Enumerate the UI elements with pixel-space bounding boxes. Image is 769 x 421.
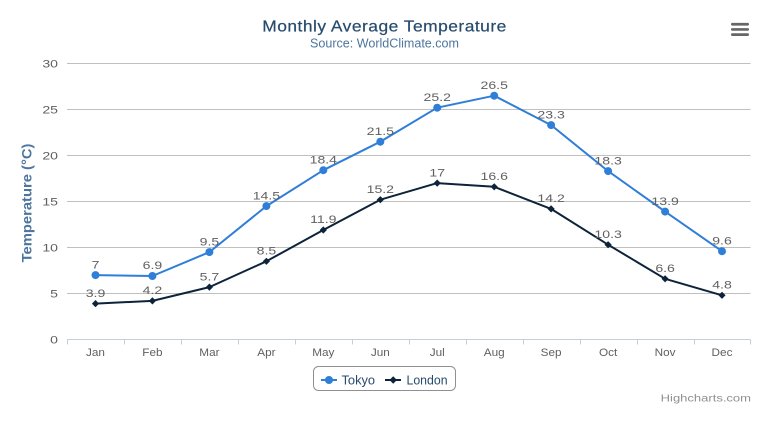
svg-text:Nov: Nov xyxy=(655,347,676,359)
svg-text:16.6: 16.6 xyxy=(481,170,508,182)
svg-text:25.2: 25.2 xyxy=(424,91,451,103)
svg-text:14.5: 14.5 xyxy=(253,190,280,202)
svg-text:26.5: 26.5 xyxy=(481,79,508,91)
svg-text:Sep: Sep xyxy=(541,347,562,359)
svg-text:9.5: 9.5 xyxy=(200,236,220,248)
svg-text:5.7: 5.7 xyxy=(200,271,220,283)
svg-text:Mar: Mar xyxy=(199,347,219,359)
svg-text:7: 7 xyxy=(92,259,100,271)
svg-text:15.2: 15.2 xyxy=(367,183,394,195)
svg-text:13.9: 13.9 xyxy=(651,195,678,207)
svg-text:17: 17 xyxy=(429,167,445,179)
svg-text:6.9: 6.9 xyxy=(143,260,163,272)
svg-text:0: 0 xyxy=(50,334,58,346)
svg-text:Aug: Aug xyxy=(484,347,505,359)
svg-text:4.8: 4.8 xyxy=(712,279,732,291)
svg-text:6.6: 6.6 xyxy=(655,262,675,274)
svg-text:30: 30 xyxy=(42,58,58,70)
svg-text:Jan: Jan xyxy=(86,347,105,359)
svg-text:Temperature (°C): Temperature (°C) xyxy=(19,144,34,263)
svg-text:Source: WorldClimate.com: Source: WorldClimate.com xyxy=(310,35,459,50)
svg-text:Oct: Oct xyxy=(599,347,618,359)
svg-text:10.3: 10.3 xyxy=(594,228,621,240)
svg-text:May: May xyxy=(312,347,334,359)
svg-text:London: London xyxy=(407,373,448,387)
svg-text:Apr: Apr xyxy=(257,347,275,359)
svg-text:18.3: 18.3 xyxy=(594,155,621,167)
svg-text:23.3: 23.3 xyxy=(537,109,564,121)
svg-text:11.9: 11.9 xyxy=(310,214,336,226)
svg-text:Jun: Jun xyxy=(371,347,390,359)
svg-text:Tokyo: Tokyo xyxy=(342,374,376,388)
svg-text:21.5: 21.5 xyxy=(367,125,394,137)
svg-text:18.4: 18.4 xyxy=(310,154,337,166)
svg-text:15: 15 xyxy=(42,196,58,208)
svg-text:Feb: Feb xyxy=(142,347,162,359)
svg-text:Highcharts.com: Highcharts.com xyxy=(661,392,752,404)
svg-text:20: 20 xyxy=(42,150,58,162)
svg-text:Jul: Jul xyxy=(430,347,445,359)
svg-text:25: 25 xyxy=(42,104,58,116)
svg-text:4.2: 4.2 xyxy=(143,285,163,297)
svg-text:Monthly Average Temperature: Monthly Average Temperature xyxy=(262,18,507,35)
svg-text:10: 10 xyxy=(42,242,58,254)
svg-text:9.6: 9.6 xyxy=(712,235,732,247)
svg-text:14.2: 14.2 xyxy=(537,193,564,205)
svg-text:3.9: 3.9 xyxy=(86,287,106,299)
svg-text:Dec: Dec xyxy=(712,347,733,359)
svg-text:8.5: 8.5 xyxy=(257,245,277,257)
svg-text:5: 5 xyxy=(50,288,58,300)
